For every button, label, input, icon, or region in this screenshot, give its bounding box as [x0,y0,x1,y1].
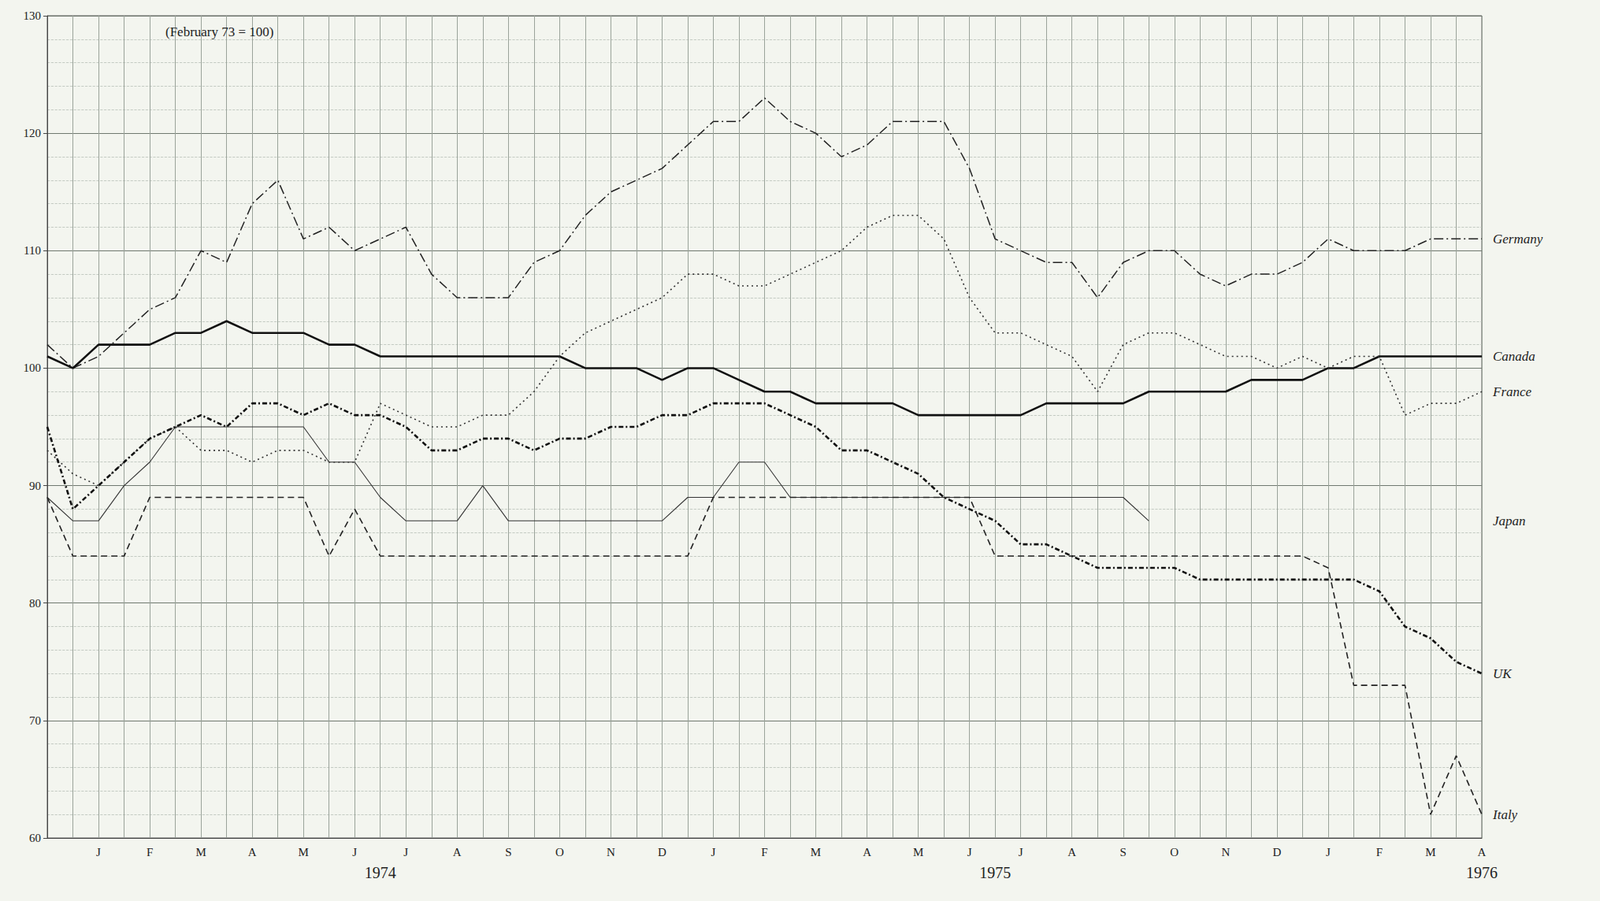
svg-text:70: 70 [29,714,41,728]
svg-text:S: S [504,846,512,859]
svg-text:M: M [195,846,206,859]
svg-text:A: A [248,846,257,859]
svg-text:1976: 1976 [1466,864,1498,882]
svg-text:Germany: Germany [1492,231,1544,247]
svg-text:A: A [1067,846,1077,859]
svg-text:D: D [1272,846,1281,859]
svg-text:J: J [1325,846,1331,859]
svg-text:D: D [657,846,667,859]
svg-text:J: J [403,846,409,859]
svg-text:F: F [761,846,768,859]
svg-text:O: O [555,846,565,859]
svg-text:J: J [711,846,717,859]
svg-text:J: J [96,846,101,859]
svg-text:Canada: Canada [1492,348,1536,364]
svg-text:1975: 1975 [979,864,1011,882]
svg-text:130: 130 [23,9,42,23]
svg-text:M: M [1425,846,1436,859]
svg-text:M: M [913,846,924,859]
svg-text:80: 80 [29,597,41,610]
svg-text:N: N [606,846,616,859]
svg-text:Japan: Japan [1492,513,1526,529]
svg-text:60: 60 [29,831,41,845]
svg-text:UK: UK [1492,666,1513,682]
svg-text:120: 120 [23,126,42,140]
svg-text:O: O [1169,846,1179,859]
svg-text:F: F [146,846,153,859]
svg-text:A: A [862,846,872,859]
svg-text:A: A [1477,846,1487,859]
svg-text:M: M [298,846,309,859]
svg-text:(February 73 = 100): (February 73 = 100) [165,24,275,40]
svg-text:N: N [1221,846,1230,859]
svg-text:110: 110 [23,244,41,257]
svg-text:1974: 1974 [364,864,397,882]
svg-text:90: 90 [29,479,41,493]
svg-text:J: J [1018,846,1024,859]
svg-text:J: J [967,846,973,859]
svg-text:F: F [1376,846,1383,859]
svg-text:M: M [810,846,821,859]
svg-text:France: France [1492,384,1533,400]
svg-text:100: 100 [23,361,42,375]
svg-text:S: S [1120,846,1127,859]
svg-text:J: J [352,846,357,859]
svg-text:A: A [452,846,462,859]
svg-text:Italy: Italy [1492,807,1519,823]
